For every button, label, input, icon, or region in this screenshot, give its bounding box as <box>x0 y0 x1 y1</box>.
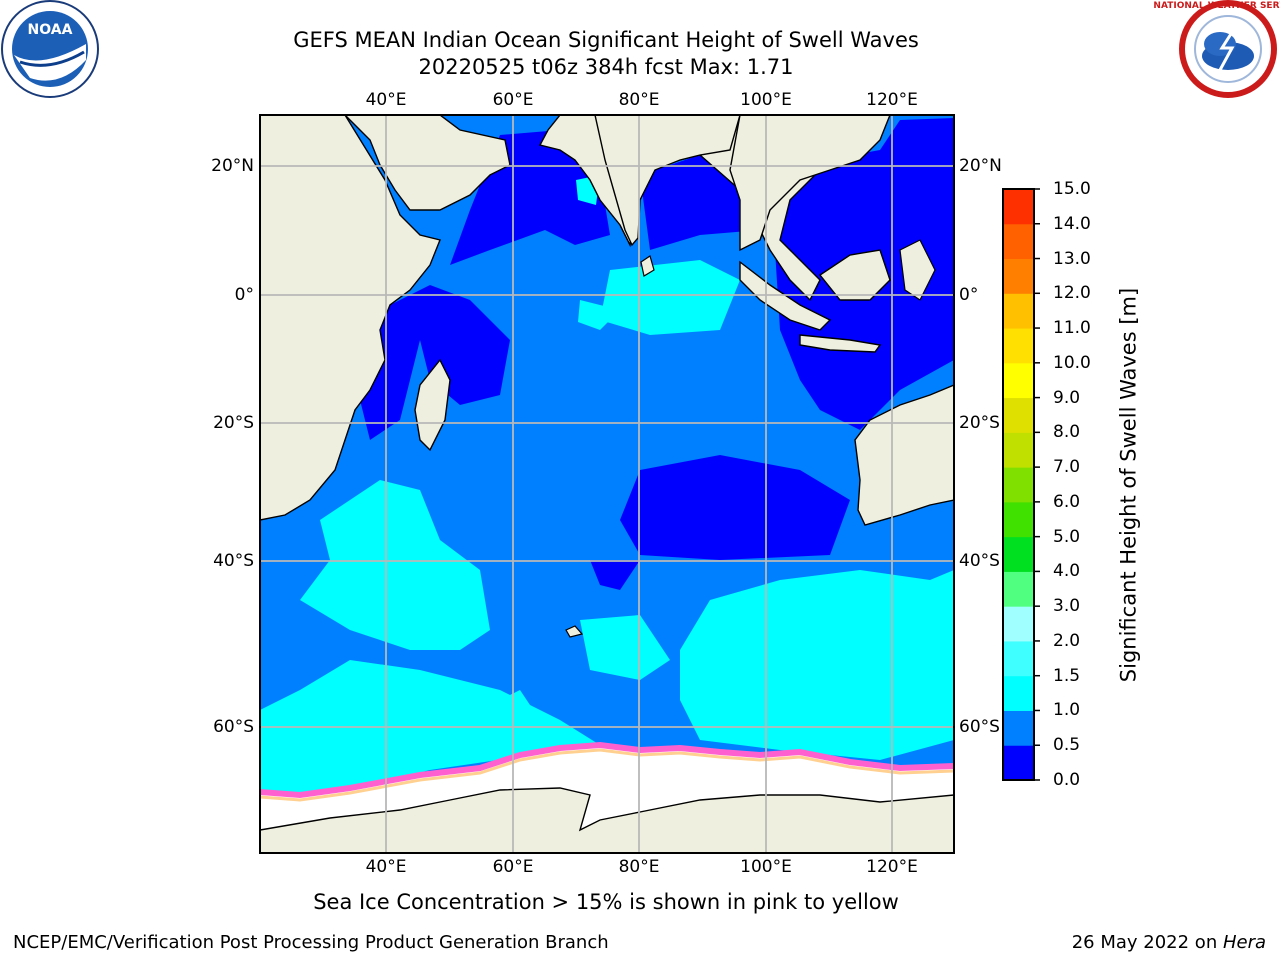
colorbar-segment <box>1003 432 1034 468</box>
india <box>594 115 741 247</box>
colorbar-tick-label: 0.0 <box>1053 770 1081 790</box>
nws-logo-text: NATIONAL WEATHER SERVICE <box>1153 1 1280 11</box>
colorbar-segment <box>1003 293 1034 329</box>
colorbar <box>1003 189 1034 781</box>
colorbar-segment <box>1003 328 1034 364</box>
footer-date: 26 May 2022 on Hera <box>1072 932 1266 953</box>
colorbar-tick-label: 0.5 <box>1053 735 1081 756</box>
colorbar-segment <box>1003 536 1034 572</box>
madagascar <box>414 358 451 452</box>
colorbar-tick-label: 3.0 <box>1053 596 1081 617</box>
colorbar-segment <box>1003 745 1034 781</box>
africa <box>260 115 441 521</box>
sea-ice-edge <box>260 741 954 799</box>
colorbar-tick-label: 8.0 <box>1053 422 1081 443</box>
sumatra <box>739 260 832 331</box>
map-frame <box>259 114 955 854</box>
java <box>799 334 882 353</box>
colorbar-tick-label: 10.0 <box>1053 352 1091 373</box>
colorbar-tick-label: 7.0 <box>1053 457 1081 478</box>
colorbar-tick-label: 13.0 <box>1053 248 1091 269</box>
sulawesi <box>899 239 936 301</box>
lat-tick-left-20n: 20°N <box>211 156 254 176</box>
colorbar-tick-label: 4.0 <box>1053 561 1081 582</box>
map-title: GEFS MEAN Indian Ocean Significant Heigh… <box>293 28 919 52</box>
colorbar-segment <box>1003 467 1034 503</box>
lat-tick-left-40s: 40°S <box>213 551 254 571</box>
colorbar-tick-label: 1.0 <box>1053 700 1081 721</box>
lat-tick-left-0: 0° <box>234 285 254 305</box>
colorbar-segment <box>1003 223 1034 260</box>
colorbar-tick-label: 15.0 <box>1053 179 1091 199</box>
colorbar-tick-label: 11.0 <box>1053 318 1091 339</box>
colorbar-segment <box>1003 189 1034 225</box>
lat-tick-right-0: 0° <box>959 285 979 305</box>
colorbar-segment <box>1003 362 1034 399</box>
lat-tick-right-20s: 20°S <box>959 413 1000 433</box>
lon-tick-top-40: 40°E <box>365 90 407 110</box>
colorbar-tick-label: 12.0 <box>1053 283 1091 304</box>
colorbar-tick-label: 14.0 <box>1053 213 1091 234</box>
lon-tick-top-100: 100°E <box>740 90 792 110</box>
lat-tick-right-20n: 20°N <box>959 156 1002 176</box>
lon-tick-bottom-120: 120°E <box>866 857 918 877</box>
noaa-logo: NOAA <box>1 0 99 98</box>
lat-tick-right-40s: 40°S <box>959 551 1000 571</box>
low-swell-areas <box>360 118 954 590</box>
map-canvas <box>260 115 954 853</box>
lon-tick-bottom-60: 60°E <box>492 857 534 877</box>
lon-tick-top-120: 120°E <box>866 90 918 110</box>
colorbar-tick-label: 6.0 <box>1053 491 1081 512</box>
colorbar-tick-label: 5.0 <box>1053 526 1081 547</box>
colorbar-segment <box>1003 675 1034 711</box>
footer-host: Hera <box>1222 932 1266 953</box>
graticule <box>260 115 954 853</box>
colorbar-frame <box>1002 188 1035 781</box>
footer-date-text: 26 May 2022 on <box>1071 932 1223 953</box>
lat-tick-left-60s: 60°S <box>213 717 254 737</box>
colorbar-segment <box>1003 397 1034 433</box>
colorbar-tick-label: 9.0 <box>1053 387 1081 408</box>
lat-tick-left-20s: 20°S <box>213 413 254 433</box>
kerguelen-island <box>565 625 584 638</box>
footer-credit: NCEP/EMC/Verification Post Processing Pr… <box>13 932 609 953</box>
antarctica <box>260 787 954 853</box>
lon-tick-bottom-40: 40°E <box>365 857 407 877</box>
colorbar-segment <box>1003 258 1034 294</box>
southeast-asia <box>729 115 891 252</box>
colorbar-label: Significant Height of Swell Waves [m] <box>1116 287 1141 683</box>
colorbar-segment <box>1003 710 1034 746</box>
australia <box>854 384 954 526</box>
noaa-logo-text: NOAA <box>28 22 73 38</box>
sri-lanka <box>640 255 655 277</box>
national-weather-service-logo: NATIONAL WEATHER SERVICE <box>1153 0 1280 98</box>
colorbar-tick-label: 2.0 <box>1053 630 1081 651</box>
borneo <box>818 249 891 301</box>
colorbar-tick-label: 1.5 <box>1053 665 1081 686</box>
sea-ice-note: Sea Ice Concentration > 15% is shown in … <box>313 890 899 914</box>
lon-tick-top-60: 60°E <box>492 90 534 110</box>
colorbar-segment <box>1003 640 1034 677</box>
lon-tick-bottom-100: 100°E <box>740 857 792 877</box>
map-subtitle: 20220525 t06z 384h fcst Max: 1.71 <box>418 55 794 79</box>
colorbar-segment <box>1003 501 1034 538</box>
lon-tick-top-80: 80°E <box>618 90 660 110</box>
lon-tick-bottom-80: 80°E <box>618 857 660 877</box>
lat-tick-right-60s: 60°S <box>959 717 1000 737</box>
colorbar-segment <box>1003 571 1034 607</box>
colorbar-segment <box>1003 606 1034 642</box>
